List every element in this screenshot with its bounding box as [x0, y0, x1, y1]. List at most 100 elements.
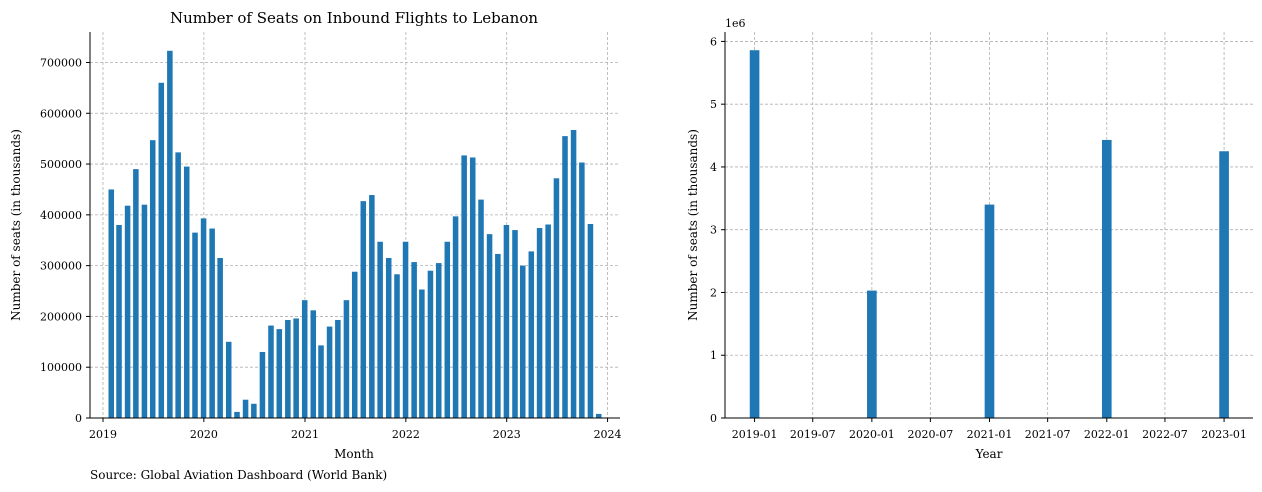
bar-2023-06 [553, 178, 560, 418]
y-tick-label: 3 [710, 224, 717, 237]
bar-2022-07 [461, 155, 467, 418]
bar-2021-01 [310, 310, 317, 418]
bar-2023-05 [545, 224, 551, 418]
bar-2020-05 [242, 399, 249, 418]
bar-2019-01 [749, 50, 760, 418]
bar-2023-02 [519, 265, 526, 418]
bar-2019-09 [175, 152, 181, 419]
x-tick-label: 2019 [89, 428, 117, 441]
bar-2020-07 [259, 351, 266, 418]
y-tick-label: 500000 [40, 158, 82, 171]
bar-2022-06 [452, 216, 459, 418]
x-axis-label: Month [334, 447, 374, 461]
bar-2021-12 [402, 241, 409, 418]
bar-2019-08 [167, 50, 173, 418]
monthly-seats-chart: Number of Seats on Inbound Flights to Le… [9, 9, 622, 482]
bar-2022-10 [486, 234, 493, 418]
y-tick-label: 0 [710, 412, 717, 425]
bar-2021-09 [377, 241, 383, 418]
bar-2021-01 [984, 204, 995, 418]
x-tick-label: 2020-07 [907, 428, 953, 441]
bar-2019-02 [116, 225, 122, 418]
bar-2022-02 [419, 289, 425, 418]
bar-2020-01 [867, 290, 877, 418]
bar-2020-04 [234, 411, 240, 418]
bar-2022-04 [435, 263, 442, 418]
y-tick-label: 0 [75, 412, 82, 425]
yearly-seats-chart: 2019-01 2019-07 2020-01 2020-07 2021-01 2021-… [686, 17, 1253, 461]
x-tick-label: 2021-07 [1025, 428, 1071, 441]
y-axis-label: Number of seats (in thousands) [686, 129, 700, 321]
bar-2019-07 [158, 82, 165, 418]
bar-2021-04 [335, 319, 341, 418]
y-axis-label: Number of seats (in thousands) [9, 129, 23, 321]
y-tick-label: 300000 [40, 260, 82, 273]
bar-2019-01 [108, 189, 115, 418]
bar-2022-12 [503, 225, 510, 418]
bar-2020-12 [301, 300, 308, 418]
chart-title: Number of Seats on Inbound Flights to Le… [170, 9, 538, 27]
y-tick-label: 700000 [40, 56, 82, 69]
bar-2019-04 [133, 169, 139, 418]
x-tick-label: 2023 [493, 428, 521, 441]
source-note: Source: Global Aviation Dashboard (World… [90, 468, 387, 482]
x-tick-label: 2023-01 [1201, 428, 1247, 441]
bar-2020-11 [293, 318, 299, 418]
x-tick-label: 2021 [291, 428, 319, 441]
bar-2021-07 [360, 201, 367, 418]
bar-2021-10 [385, 258, 392, 418]
bar-2022-08 [469, 157, 476, 418]
bar-2020-01 [209, 228, 215, 418]
bar-2023-01 [512, 230, 518, 418]
bar-2023-03 [528, 251, 535, 418]
y-tick-label: 2 [710, 286, 717, 299]
bar-2021-03 [326, 326, 333, 418]
x-tick-label: 2022-07 [1142, 428, 1188, 441]
bar-2023-08 [570, 130, 577, 418]
y-tick-label: 4 [710, 161, 717, 174]
bar-2023-04 [536, 228, 543, 418]
bar-2020-03 [225, 341, 232, 418]
bar-2023-10 [587, 223, 594, 418]
bar-2021-08 [369, 195, 375, 418]
bar-2020-09 [276, 329, 283, 418]
bar-2019-03 [124, 205, 131, 418]
bar-2023-09 [579, 162, 585, 418]
bar-2023-11 [595, 413, 602, 418]
bar-2019-10 [183, 166, 190, 418]
bar-2021-02 [318, 345, 324, 418]
bar-2022-03 [427, 270, 434, 418]
bar-2021-05 [343, 300, 350, 418]
bar-2022-01 [411, 262, 417, 418]
bar-2022-01 [1101, 139, 1112, 418]
bar-2019-12 [200, 218, 207, 418]
x-tick-label: 2022 [392, 428, 420, 441]
y-offset-label: 1e6 [725, 17, 746, 30]
x-tick-label: 2019-01 [732, 428, 778, 441]
bar-2023-01 [1219, 151, 1229, 419]
bar-2019-05 [141, 204, 148, 418]
x-tick-label: 2020 [190, 428, 218, 441]
y-tick-label: 1 [710, 349, 717, 362]
y-tick-label: 6 [710, 35, 717, 48]
bar-2022-11 [495, 253, 501, 418]
bar-2020-08 [268, 325, 274, 418]
bar-2019-06 [149, 140, 156, 418]
x-tick-label: 2020-01 [849, 428, 895, 441]
x-tick-label: 2024 [594, 428, 622, 441]
y-tick-label: 5 [710, 98, 717, 111]
bar-2020-10 [285, 319, 291, 418]
bar-2022-05 [444, 241, 451, 418]
bar-2019-11 [192, 232, 198, 418]
bar-2023-07 [562, 136, 568, 419]
bar-2021-06 [351, 271, 358, 418]
y-tick-label: 600000 [40, 107, 82, 120]
bar-2022-09 [478, 199, 484, 418]
y-tick-label: 200000 [40, 310, 82, 323]
x-tick-label: 2021-01 [967, 428, 1013, 441]
bar-2020-02 [217, 258, 223, 418]
y-tick-label: 400000 [40, 209, 82, 222]
bar-2020-06 [251, 403, 257, 418]
x-axis-label: Year [975, 447, 1003, 461]
